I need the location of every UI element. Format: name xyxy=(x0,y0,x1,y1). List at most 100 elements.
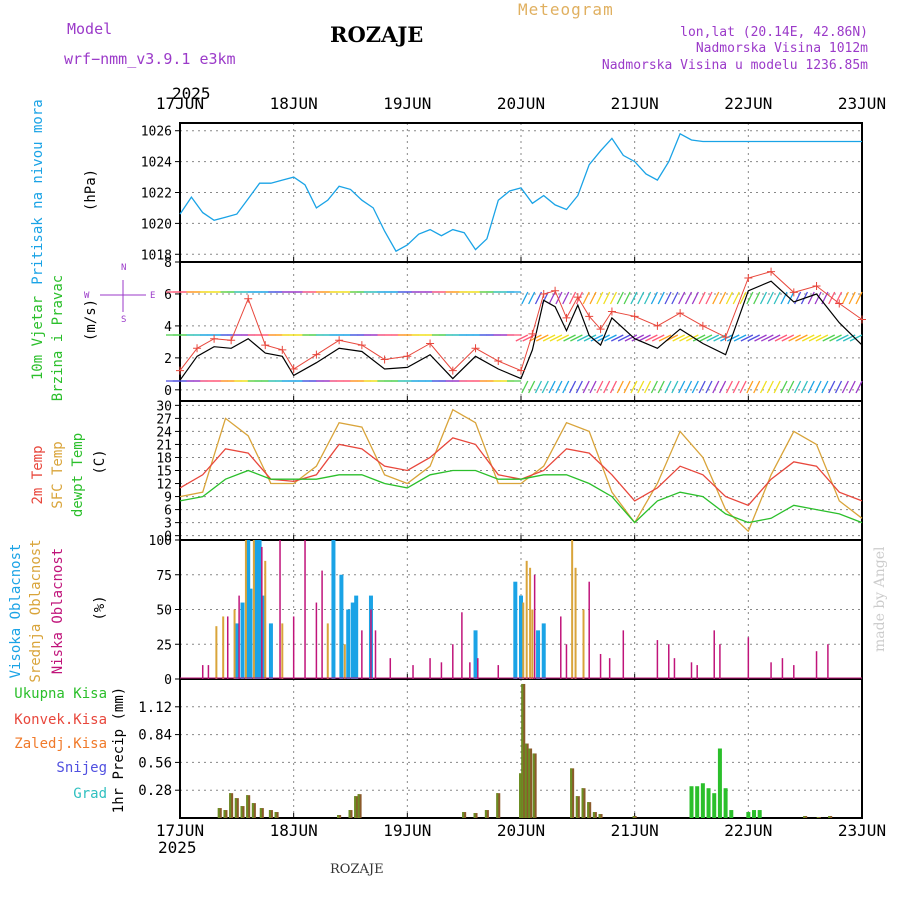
y-tick-label: 0 xyxy=(164,530,172,545)
low-cloud-bar xyxy=(793,665,795,679)
wind-barb xyxy=(746,380,754,394)
wind-gust-marker xyxy=(835,299,844,308)
wind-gust-marker xyxy=(630,312,639,321)
high-cloud-bar xyxy=(346,609,351,679)
wind-gust-marker xyxy=(551,286,560,295)
wind-barb xyxy=(590,334,604,342)
y-tick-label: 9 xyxy=(164,491,172,506)
wind-barb xyxy=(684,380,693,394)
wind-barb xyxy=(733,334,747,342)
precip-legend-2: Zaledj.Kisa xyxy=(14,736,107,752)
wind-speed-line xyxy=(179,280,863,381)
low-cloud-bar xyxy=(207,665,210,679)
wind-barb xyxy=(603,380,611,394)
wind-barb xyxy=(534,380,543,394)
total-precip-bar xyxy=(712,793,717,818)
high-cloud-bar xyxy=(354,595,359,679)
wind-barb xyxy=(773,291,781,305)
precip-legend-1: Konvek.Kisa xyxy=(14,712,107,728)
wind-barb xyxy=(754,334,767,342)
wind-dir-w: W xyxy=(84,291,90,301)
y-tick-label: 50 xyxy=(156,604,172,619)
conv-precip-bar-shade xyxy=(240,806,243,818)
low-cloud-bar xyxy=(469,662,471,679)
y-tick-label: 6 xyxy=(164,288,172,303)
wind-gust-marker xyxy=(380,355,389,364)
wind-gust-marker xyxy=(767,267,776,276)
low-cloud-bar xyxy=(370,609,372,679)
y-tick-label: 12 xyxy=(156,478,172,493)
wind-barb xyxy=(712,380,720,394)
low-cloud-bar xyxy=(719,644,721,679)
wind-barb xyxy=(849,334,863,342)
wind-barb xyxy=(589,380,597,394)
x-tick-label-top: 21JUN xyxy=(611,94,659,113)
wind-barb xyxy=(583,334,597,342)
wind-barb xyxy=(609,380,618,394)
conv-precip-bar-shade xyxy=(274,812,277,818)
wind-gust-marker xyxy=(653,321,662,330)
wind-barb xyxy=(575,291,583,305)
wind-barb xyxy=(589,291,597,305)
wind-barb xyxy=(542,334,556,342)
low-cloud-bar xyxy=(304,540,306,679)
wind-barb xyxy=(712,291,720,305)
wind-barb xyxy=(732,291,740,305)
wind-barb xyxy=(815,334,829,342)
conv-precip-bar-shade xyxy=(803,816,806,818)
wind-barb xyxy=(638,334,651,342)
x-tick-label-bottom: 18JUN xyxy=(270,821,318,840)
pressure-line xyxy=(179,132,862,253)
y-tick-label: 2 xyxy=(164,352,172,367)
wind-gust-marker xyxy=(721,333,730,342)
y-tick-label: 15 xyxy=(156,465,172,480)
conv-precip-bar-shade xyxy=(348,810,351,818)
wind-gust-marker xyxy=(596,325,605,334)
low-cloud-bar xyxy=(656,640,659,679)
low-cloud-bar xyxy=(770,662,772,679)
low-cloud-bar xyxy=(315,602,318,679)
y-tick-label: 6 xyxy=(164,504,172,519)
wind-barb xyxy=(841,291,849,305)
mid-cloud-bar xyxy=(326,623,329,679)
wind-gust-marker xyxy=(858,315,866,324)
wind-gust-marker xyxy=(471,344,480,353)
low-cloud-bar xyxy=(696,665,698,679)
low-cloud-bar xyxy=(668,644,670,679)
dewpt-temp-line xyxy=(179,469,863,524)
conv-precip-bar-shade xyxy=(357,794,360,818)
high-cloud-bar xyxy=(268,623,273,679)
conv-precip-bar-shade xyxy=(828,816,831,818)
conv-precip-bar-shade xyxy=(575,796,578,818)
wind-barb xyxy=(855,380,863,394)
y-tick-label: 21 xyxy=(156,438,172,453)
y-tick-label: 75 xyxy=(156,569,172,584)
high-cloud-bar xyxy=(260,595,265,679)
wind-barb xyxy=(794,380,802,394)
footer-station: ROZAJE xyxy=(330,862,384,877)
wind-barb xyxy=(624,334,638,342)
low-cloud-bar xyxy=(389,658,392,679)
sfc-axis-title: SFC Temp xyxy=(50,441,66,508)
conv-precip-bar-shade xyxy=(229,793,232,818)
mid-cloud-bar xyxy=(215,626,218,679)
y-tick-label: 18 xyxy=(156,451,172,466)
wind-barb xyxy=(739,291,747,305)
wind-barb xyxy=(821,380,829,394)
wind-barb xyxy=(753,380,761,394)
y-tick-label: 1022 xyxy=(141,187,172,202)
wind-gust-marker xyxy=(585,312,594,321)
wind-barb xyxy=(650,291,658,305)
low-cloud-bar xyxy=(226,616,229,679)
y-tick-label: 0 xyxy=(164,673,172,688)
y-tick-label: 1.12 xyxy=(138,700,172,716)
mid-cloud-bar xyxy=(582,609,585,679)
conv-precip-bar-shade xyxy=(354,796,357,818)
low-cloud-bar xyxy=(588,581,590,679)
wind-barb xyxy=(549,334,563,342)
mid-cloud-bar xyxy=(522,602,525,679)
wind-barb xyxy=(637,380,645,394)
wind-barb xyxy=(596,380,604,394)
y-tick-label: 24 xyxy=(156,425,172,440)
mid-cloud-bar xyxy=(343,644,346,679)
